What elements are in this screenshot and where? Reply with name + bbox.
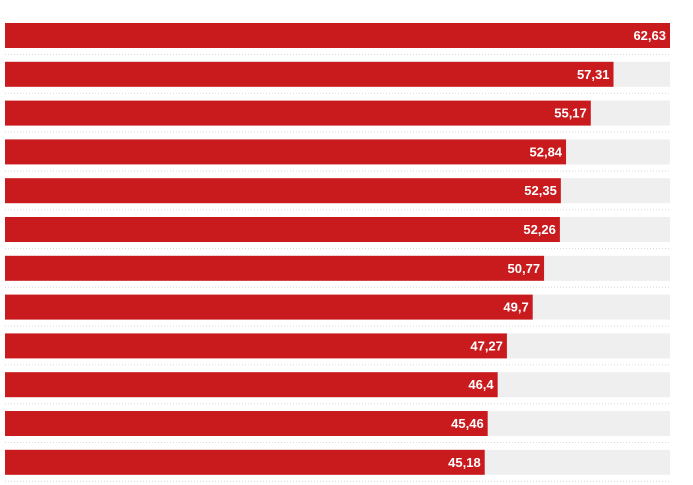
bar bbox=[5, 372, 498, 398]
bar-row: 45,46 bbox=[5, 411, 670, 443]
bar-row: 52,26 bbox=[5, 217, 670, 249]
bar bbox=[5, 294, 533, 320]
bar bbox=[5, 411, 488, 436]
bar-value-label: 55,17 bbox=[554, 106, 587, 121]
bar-value-label: 50,77 bbox=[508, 261, 541, 276]
bar-row: 55,17 bbox=[5, 100, 670, 133]
bar bbox=[5, 61, 614, 87]
bar bbox=[5, 139, 567, 165]
bar-value-label: 45,46 bbox=[451, 416, 484, 431]
bar bbox=[5, 178, 561, 204]
bar-value-label: 52,35 bbox=[524, 183, 557, 198]
bar-row: 50,77 bbox=[5, 255, 670, 288]
bar-value-label: 47,27 bbox=[470, 338, 503, 353]
bar-row: 57,31 bbox=[5, 61, 670, 94]
bar-row: 46,4 bbox=[5, 372, 670, 405]
bar-row: 52,35 bbox=[5, 178, 670, 211]
bar-row: 49,7 bbox=[5, 294, 670, 327]
bar-value-label: 52,26 bbox=[523, 222, 556, 237]
bar bbox=[5, 23, 670, 48]
bar-value-label: 49,7 bbox=[503, 300, 528, 315]
bar-value-label: 45,18 bbox=[448, 455, 481, 470]
bar bbox=[5, 255, 545, 281]
bar bbox=[5, 449, 485, 475]
bar-row: 62,63 bbox=[5, 23, 670, 55]
bar-value-label: 52,84 bbox=[530, 144, 563, 159]
bar-value-label: 62,63 bbox=[633, 28, 666, 43]
bar-value-label: 57,31 bbox=[577, 67, 610, 82]
bar-row: 52,84 bbox=[5, 139, 670, 172]
bar-row: 47,27 bbox=[5, 333, 670, 366]
bar bbox=[5, 217, 560, 242]
bar bbox=[5, 100, 591, 126]
bar bbox=[5, 333, 507, 359]
bar-row: 45,18 bbox=[5, 449, 670, 482]
bar-value-label: 46,4 bbox=[468, 377, 494, 392]
bar-rows: 62,63 57,31 55,17 52,84 52,35 52,26 50,77 49,7 4… bbox=[5, 23, 670, 482]
